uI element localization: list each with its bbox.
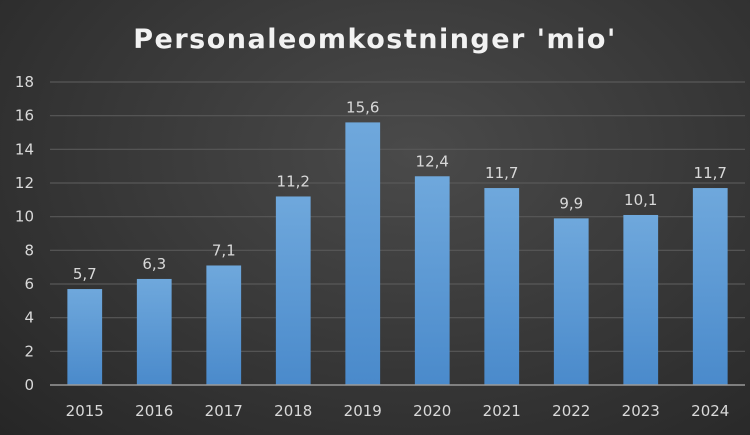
bar-2019 [345, 122, 381, 386]
x-tick-label: 2015 [66, 402, 104, 420]
y-axis: 0 2 4 6 8 10 12 14 16 18 [15, 73, 34, 394]
bar-2023 [623, 214, 659, 385]
bar-2018 [275, 196, 311, 385]
data-label: 11,7 [485, 164, 518, 182]
bar-2015 [67, 289, 103, 385]
bars: 5,7 6,3 7,1 11,2 15,6 12,4 11,7 9,9 10,1 11,7 [67, 98, 728, 386]
y-tick-label: 12 [15, 174, 34, 192]
y-tick-label: 6 [24, 275, 34, 293]
x-tick-label: 2021 [483, 402, 521, 420]
data-label: 12,4 [416, 152, 449, 170]
y-tick-label: 10 [15, 208, 34, 226]
data-label: 11,7 [694, 164, 727, 182]
y-tick-label: 4 [24, 309, 34, 327]
data-label: 11,2 [277, 172, 310, 190]
data-label: 5,7 [73, 265, 97, 283]
data-label: 6,3 [142, 255, 166, 273]
x-tick-label: 2018 [274, 402, 312, 420]
bar-2017 [206, 265, 242, 385]
y-tick-label: 2 [24, 342, 34, 360]
data-label: 10,1 [624, 191, 657, 209]
y-tick-label: 18 [15, 73, 34, 91]
x-tick-label: 2022 [552, 402, 590, 420]
x-tick-label: 2023 [622, 402, 660, 420]
bar-2022 [553, 218, 589, 385]
x-axis: 2015 2016 2017 2018 2019 2020 2021 2022 2023 2024 [66, 402, 730, 420]
bar-2020 [414, 176, 450, 385]
y-tick-label: 8 [24, 241, 34, 259]
y-tick-label: 0 [24, 376, 34, 394]
chart-title: Personaleomkostninger 'mio' [133, 24, 617, 55]
data-label: 15,6 [346, 98, 379, 116]
y-tick-label: 16 [15, 107, 34, 125]
x-tick-label: 2017 [205, 402, 243, 420]
y-tick-label: 14 [15, 140, 34, 158]
bar-2016 [136, 278, 172, 385]
data-label: 7,1 [212, 241, 236, 259]
x-tick-label: 2019 [344, 402, 382, 420]
x-tick-label: 2024 [691, 402, 729, 420]
x-tick-label: 2016 [135, 402, 173, 420]
bar-2024 [692, 188, 728, 385]
x-tick-label: 2020 [413, 402, 451, 420]
data-label: 9,9 [559, 194, 583, 212]
bar-2021 [484, 188, 520, 385]
